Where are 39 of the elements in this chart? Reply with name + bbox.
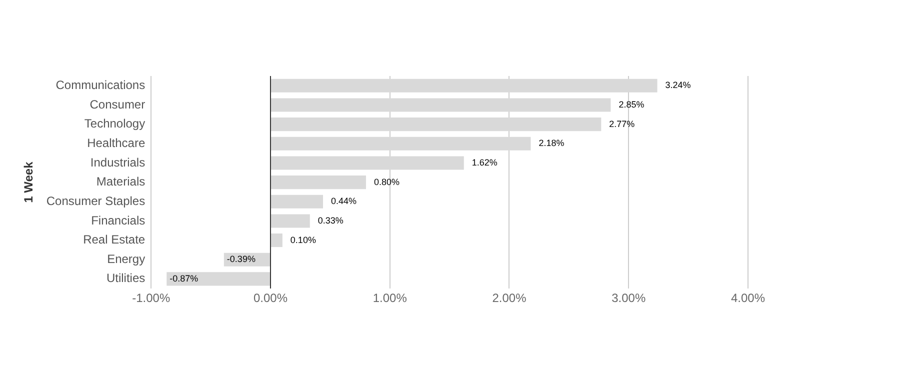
bar [270,176,366,190]
data-label: 1.62% [472,157,498,168]
data-label: 2.77% [609,118,635,129]
bar [270,214,310,228]
data-label: 3.24% [665,80,691,90]
data-label: -0.39% [226,254,256,264]
data-label: 0.33% [318,215,344,226]
y-tick-label: Healthcare [87,136,146,150]
x-tick-label: -1.00% [132,291,170,306]
x-tick-label: 3.00% [612,291,646,306]
y-tick-label: Consumer Staples [46,194,146,208]
bar [270,234,282,248]
y-tick-label: Financials [91,213,146,228]
y-tick-label: Consumer [90,97,146,112]
data-label: 0.44% [331,196,357,206]
data-label: 2.18% [538,138,564,148]
x-tick-label: 2.00% [492,291,527,306]
bar [270,156,464,170]
y-tick-label: Energy [107,252,146,266]
y-tick-label: Industrials [90,155,146,170]
y-tick-label: Technology [84,116,146,131]
data-label: 0.10% [290,234,316,245]
bar [270,136,531,150]
data-label: 2.85% [618,99,644,110]
bar [166,272,270,286]
bar [270,98,611,112]
y-axis-title: 1 Week [22,161,36,203]
x-tick-label: 4.00% [730,291,766,306]
x-tick-label: 0.00% [253,291,288,306]
y-tick-label: Utilities [106,271,146,286]
bar [270,78,658,92]
data-label: 0.80% [374,176,400,187]
y-tick-label: Real Estate [83,232,146,247]
y-tick-label: Communications [56,78,146,92]
x-tick-label: 1.00% [372,291,408,306]
bar [270,118,602,132]
y-tick-label: Materials [96,174,146,189]
bar [270,194,324,208]
data-label: -0.87% [170,273,198,284]
